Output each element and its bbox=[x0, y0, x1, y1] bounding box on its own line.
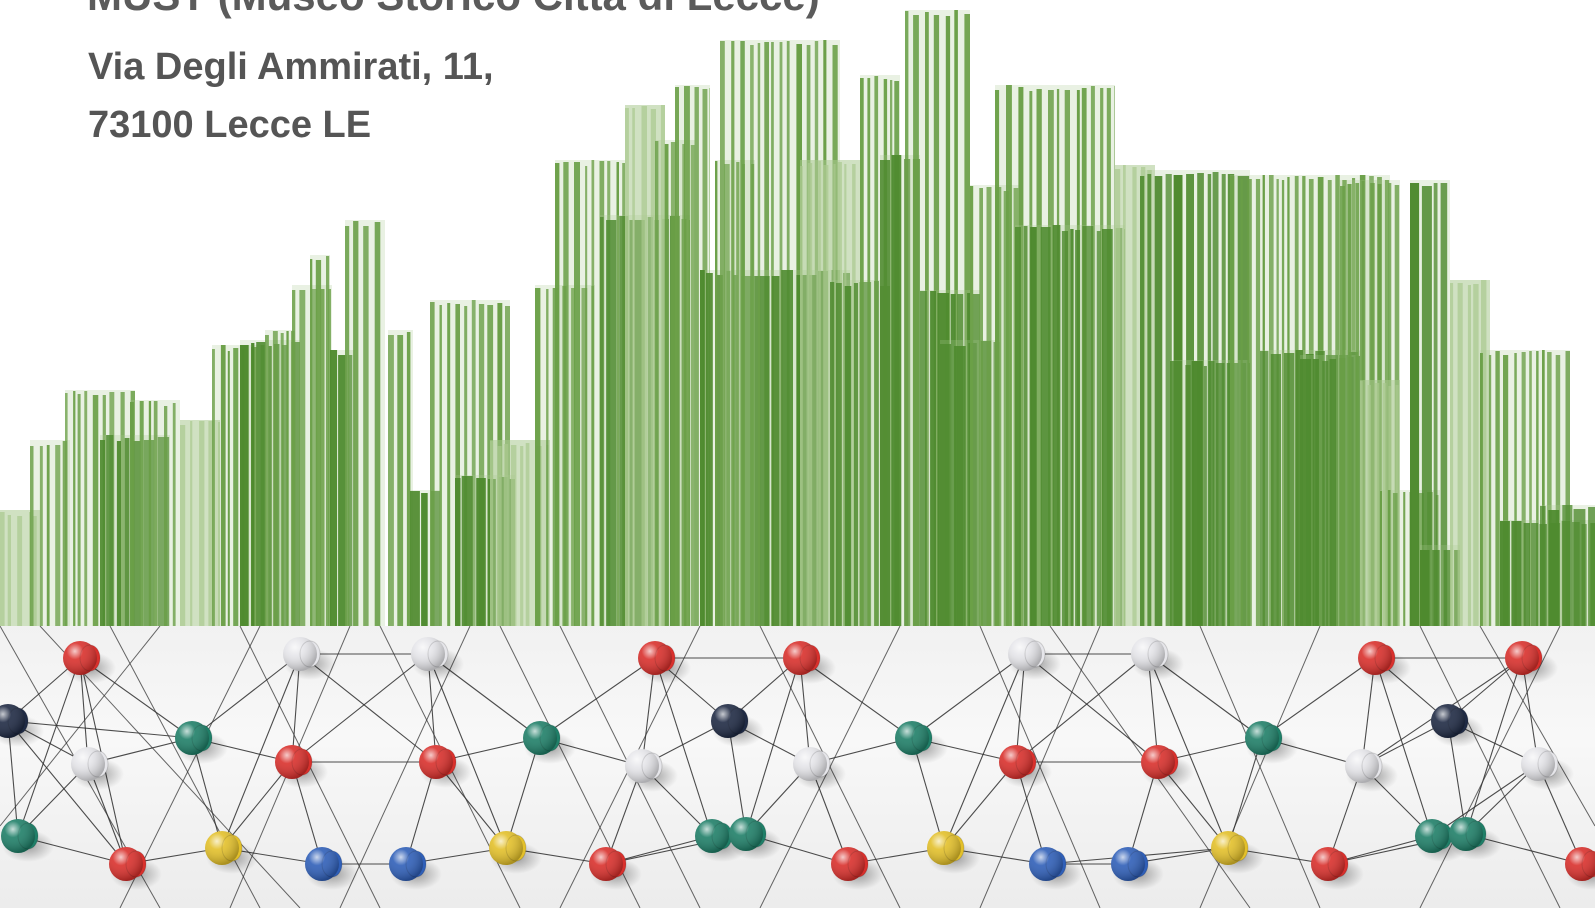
pushpin-icon bbox=[305, 847, 358, 890]
skyline-bar-group bbox=[1015, 225, 1125, 626]
pushpin-icon bbox=[419, 745, 472, 788]
pushpin-icon bbox=[205, 831, 258, 874]
pushpin-network-photo bbox=[0, 626, 1595, 908]
skyline-bar-group bbox=[130, 400, 180, 626]
pushpin-icon bbox=[1505, 641, 1558, 684]
pushpin-icon bbox=[1029, 847, 1082, 890]
pushpin-icon bbox=[1, 819, 54, 862]
pushpin-icon bbox=[783, 641, 836, 684]
skyline-bar-group bbox=[265, 330, 295, 626]
pushpin-icon bbox=[793, 747, 846, 790]
pushpin-icon bbox=[711, 704, 764, 747]
address-line-city: 73100 Lecce LE bbox=[88, 104, 372, 146]
pushpin-icon bbox=[999, 745, 1052, 788]
pushpin-icon bbox=[1111, 847, 1164, 890]
pushpin-icon bbox=[927, 831, 980, 874]
address-line-street: Via Degli Ammirati, 11, bbox=[88, 46, 494, 88]
skyline-bar-group bbox=[1450, 280, 1490, 626]
pushpin-icon bbox=[283, 637, 336, 680]
pushpin-icon bbox=[729, 817, 782, 860]
skyline-bar-group bbox=[310, 255, 330, 626]
skyline-bar-group bbox=[30, 440, 70, 626]
pushpin-icon bbox=[71, 747, 124, 790]
pushpin-icon bbox=[175, 721, 228, 764]
pushpin-icon bbox=[1211, 831, 1264, 874]
pushpin-icon bbox=[0, 704, 44, 747]
address-block: Via Degli Ammirati, 11, 73100 Lecce LE bbox=[88, 38, 494, 154]
pushpin-icon bbox=[1245, 721, 1298, 764]
skyline-bar-group bbox=[330, 350, 355, 626]
pushpin-icon bbox=[1008, 637, 1061, 680]
pushpin-icon bbox=[638, 641, 691, 684]
skyline-bar-group bbox=[388, 330, 413, 626]
pushpins bbox=[0, 637, 1595, 890]
pushpin-icon bbox=[389, 847, 442, 890]
page-title: MUST (Museo Storico Città di Lecce) bbox=[87, 0, 820, 20]
skyline-bar-group bbox=[1540, 505, 1595, 626]
pushpin-icon bbox=[831, 847, 884, 890]
skyline-bar-group bbox=[345, 220, 385, 626]
pushpin-icon bbox=[695, 819, 748, 862]
pushpin-icon bbox=[275, 745, 328, 788]
pushpin-icon bbox=[1521, 747, 1574, 790]
pushpin-icon bbox=[1565, 847, 1595, 890]
pushpin-icon bbox=[625, 749, 678, 792]
pushpin-icon bbox=[1431, 704, 1484, 747]
pushpin-icon bbox=[895, 721, 948, 764]
pushpin-icon bbox=[109, 847, 162, 890]
pushpin-icon bbox=[411, 637, 464, 680]
skyline-bar-group bbox=[410, 490, 440, 626]
pushpin-icon bbox=[1345, 749, 1398, 792]
pushpin-icon bbox=[1358, 641, 1411, 684]
pushpin-icon bbox=[63, 641, 116, 684]
pushpin-icon bbox=[1449, 817, 1502, 860]
pushpin-icon bbox=[523, 721, 576, 764]
pushpin-icon bbox=[489, 831, 542, 874]
pushpin-icon bbox=[1141, 745, 1194, 788]
skyline-bar-group bbox=[1410, 180, 1450, 626]
pushpin-icon bbox=[1131, 637, 1184, 680]
pushpin-icon bbox=[1311, 847, 1364, 890]
bar-skyline-illustration bbox=[0, 10, 1595, 626]
pushpin-icon bbox=[589, 847, 642, 890]
